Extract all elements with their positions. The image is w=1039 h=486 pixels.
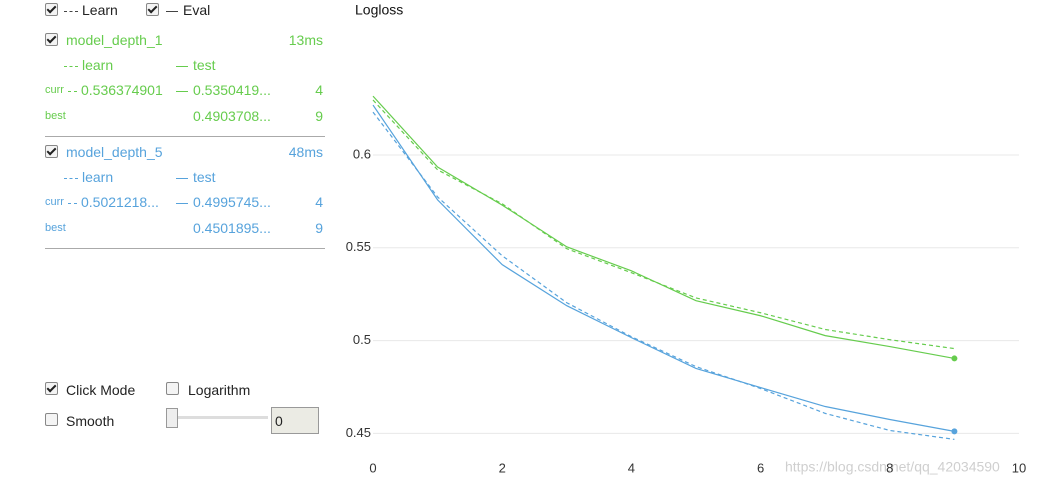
curr-learn-value: 0.536374901 (81, 82, 163, 98)
learn-label: Learn (82, 2, 118, 18)
best-test: 0.4903708... (193, 108, 271, 124)
learn-toggle: Learn (64, 2, 118, 18)
logarithm-checkbox[interactable] (166, 382, 179, 395)
best-test: 0.4501895... (193, 220, 271, 236)
watermark: https://blog.csdn.net/qq_42034590 (785, 459, 1000, 475)
smooth-checkbox[interactable] (45, 413, 58, 426)
learn-legend: learn (64, 57, 113, 73)
click-mode-label: Click Mode (66, 382, 136, 398)
logarithm-label: Logarithm (188, 382, 251, 398)
x-tick-label: 0 (369, 460, 376, 475)
click-mode-checkbox[interactable] (45, 382, 58, 395)
curr-iter: 4 (315, 194, 323, 210)
eval-label: Eval (183, 2, 211, 18)
model-time: 13ms (288, 32, 323, 48)
curr-learn-value: 0.5021218... (81, 194, 159, 210)
learn-legend: learn (64, 169, 113, 185)
x-tick-label: 6 (757, 460, 764, 475)
curr-test: 0.4995745... (176, 194, 271, 210)
model-checkbox[interactable] (45, 33, 58, 46)
separator (45, 136, 325, 137)
smooth-label: Smooth (66, 413, 115, 429)
x-tick-label: 10 (1012, 460, 1026, 475)
eval-checkbox[interactable] (146, 3, 159, 16)
series-line (372, 104, 955, 432)
y-tick-label: 0.55 (346, 239, 371, 254)
smooth-input[interactable]: 0 (271, 407, 319, 434)
test-label: test (193, 169, 216, 185)
test-label: test (193, 57, 216, 73)
series-line (372, 99, 955, 350)
model-checkbox[interactable] (45, 145, 58, 158)
curr-learn: 0.5021218... (68, 194, 159, 210)
best-label: best (45, 222, 66, 234)
y-tick-label: 0.6 (353, 146, 371, 161)
best-iter: 9 (315, 220, 323, 236)
x-tick-label: 4 (628, 460, 635, 475)
curr-label: curr (45, 196, 64, 208)
curr-test: 0.5350419... (176, 82, 271, 98)
best-point (951, 428, 958, 435)
curr-test-value: 0.5350419... (193, 82, 271, 98)
test-legend: test (176, 169, 216, 185)
chart-title: Logloss (355, 2, 403, 18)
y-tick-label: 0.5 (353, 332, 371, 347)
model-name: model_depth_1 (66, 32, 163, 48)
series-line (372, 111, 955, 440)
smooth-slider[interactable] (166, 416, 268, 419)
series-line (372, 95, 955, 360)
learn-label: learn (82, 57, 114, 73)
best-label: best (45, 110, 66, 122)
learn-checkbox[interactable] (45, 3, 58, 16)
test-legend: test (176, 57, 216, 73)
curr-label: curr (45, 84, 64, 96)
separator (45, 248, 325, 249)
x-tick-label: 2 (499, 460, 506, 475)
learn-label: learn (82, 169, 114, 185)
y-tick-label: 0.45 (346, 425, 371, 440)
curr-iter: 4 (315, 82, 323, 98)
eval-toggle: Eval (166, 2, 210, 18)
model-time: 48ms (288, 144, 323, 160)
x-tick-label: 8 (886, 460, 893, 475)
model-name: model_depth_5 (66, 144, 163, 160)
best-point (951, 355, 958, 362)
curr-test-value: 0.4995745... (193, 194, 271, 210)
curr-learn: 0.536374901 (68, 82, 163, 98)
best-iter: 9 (315, 108, 323, 124)
slider-handle[interactable] (166, 408, 178, 428)
